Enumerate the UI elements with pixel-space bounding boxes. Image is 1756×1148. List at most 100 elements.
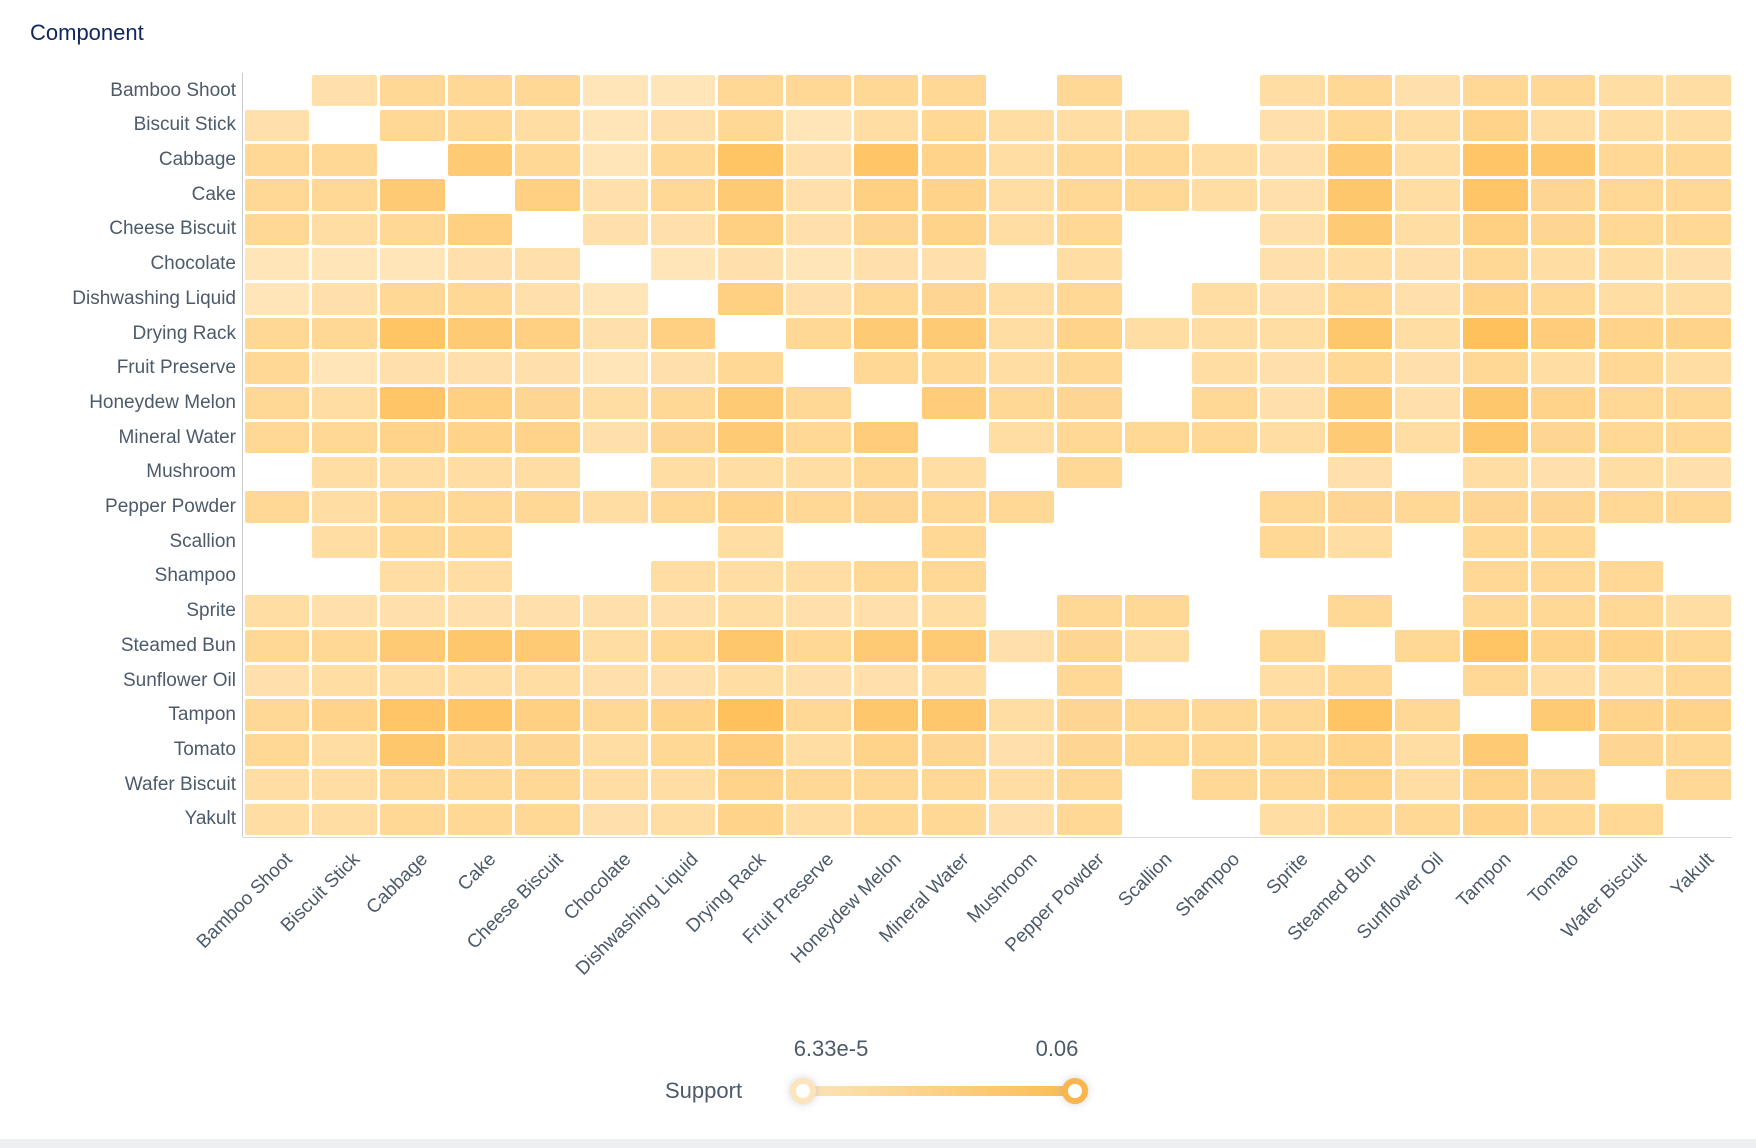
heatmap-cell[interactable] [1124,421,1190,454]
heatmap-cell[interactable] [244,768,310,801]
heatmap-cell[interactable] [1598,283,1664,315]
heatmap-cell[interactable] [515,109,580,142]
heatmap-cell[interactable] [1598,491,1664,523]
heatmap-cell[interactable] [921,803,987,836]
heatmap-cell[interactable] [1598,352,1664,385]
heatmap-cell[interactable] [1463,491,1528,523]
heatmap-cell[interactable] [718,109,784,142]
heatmap-cell[interactable] [786,387,851,419]
heatmap-cell[interactable] [786,144,851,176]
heatmap-cell[interactable] [1260,178,1325,211]
heatmap-cell[interactable] [718,595,784,627]
heatmap-cell[interactable] [718,283,784,315]
heatmap-cell[interactable] [1598,734,1664,766]
heatmap-cell[interactable] [1530,109,1596,142]
heatmap-cell[interactable] [1124,734,1190,766]
heatmap-cell[interactable] [1327,213,1393,246]
heatmap-cell[interactable] [447,213,513,246]
heatmap-cell[interactable] [650,456,716,489]
heatmap-cell[interactable] [1327,387,1393,419]
heatmap-cell[interactable] [1260,768,1325,801]
heatmap-cell[interactable] [650,74,716,107]
heatmap-cell[interactable] [1192,421,1257,454]
heatmap-cell[interactable] [1530,248,1596,280]
heatmap-cell[interactable] [312,664,377,697]
heatmap-cell[interactable] [1327,595,1393,627]
heatmap-cell[interactable] [1666,768,1731,801]
heatmap-cell[interactable] [1666,352,1731,385]
heatmap-cell[interactable] [650,699,716,732]
heatmap-cell[interactable] [650,248,716,280]
heatmap-cell[interactable] [1327,144,1393,176]
heatmap-cell[interactable] [921,317,987,350]
heatmap-cell[interactable] [786,283,851,315]
heatmap-cell[interactable] [515,630,580,662]
heatmap-cell[interactable] [379,630,445,662]
heatmap-cell[interactable] [650,317,716,350]
heatmap-cell[interactable] [786,248,851,280]
heatmap-cell[interactable] [1260,144,1325,176]
heatmap-cell[interactable] [1260,213,1325,246]
heatmap-cell[interactable] [1530,317,1596,350]
heatmap-cell[interactable] [515,421,580,454]
heatmap-cell[interactable] [312,803,377,836]
heatmap-cell[interactable] [989,421,1054,454]
heatmap-cell[interactable] [1463,283,1528,315]
heatmap-cell[interactable] [1124,630,1190,662]
heatmap-cell[interactable] [1530,456,1596,489]
heatmap-cell[interactable] [921,144,987,176]
heatmap-cell[interactable] [921,630,987,662]
heatmap-cell[interactable] [1056,595,1122,627]
heatmap-cell[interactable] [1056,109,1122,142]
heatmap-cell[interactable] [989,630,1054,662]
heatmap-cell[interactable] [650,178,716,211]
heatmap-cell[interactable] [650,352,716,385]
heatmap-cell[interactable] [1463,525,1528,558]
heatmap-cell[interactable] [515,734,580,766]
heatmap-cell[interactable] [379,352,445,385]
heatmap-cell[interactable] [1666,144,1731,176]
heatmap-cell[interactable] [312,387,377,419]
heatmap-cell[interactable] [1327,283,1393,315]
heatmap-cell[interactable] [1666,491,1731,523]
heatmap-cell[interactable] [244,144,310,176]
heatmap-cell[interactable] [1192,699,1257,732]
heatmap-cell[interactable] [1598,803,1664,836]
heatmap-cell[interactable] [1463,178,1528,211]
heatmap-cell[interactable] [786,421,851,454]
heatmap-cell[interactable] [583,630,648,662]
heatmap-cell[interactable] [583,283,648,315]
heatmap-cell[interactable] [921,248,987,280]
heatmap-cell[interactable] [447,525,513,558]
heatmap-cell[interactable] [379,317,445,350]
heatmap-cell[interactable] [1463,803,1528,836]
heatmap-cell[interactable] [786,560,851,593]
heatmap-cell[interactable] [583,491,648,523]
heatmap-cell[interactable] [853,317,919,350]
heatmap-cell[interactable] [921,109,987,142]
heatmap-cell[interactable] [650,630,716,662]
heatmap-cell[interactable] [379,456,445,489]
heatmap-cell[interactable] [1192,283,1257,315]
heatmap-cell[interactable] [1327,768,1393,801]
heatmap-cell[interactable] [379,803,445,836]
heatmap-cell[interactable] [1395,387,1461,419]
heatmap-cell[interactable] [379,664,445,697]
heatmap-cell[interactable] [1530,525,1596,558]
heatmap-cell[interactable] [1056,178,1122,211]
heatmap-cell[interactable] [1260,283,1325,315]
heatmap-cell[interactable] [1056,213,1122,246]
heatmap-cell[interactable] [853,248,919,280]
heatmap-cell[interactable] [853,109,919,142]
heatmap-cell[interactable] [1056,456,1122,489]
heatmap-cell[interactable] [650,768,716,801]
heatmap-cell[interactable] [1395,248,1461,280]
heatmap-cell[interactable] [312,456,377,489]
heatmap-cell[interactable] [921,387,987,419]
heatmap-cell[interactable] [379,74,445,107]
heatmap-cell[interactable] [650,803,716,836]
heatmap-cell[interactable] [244,317,310,350]
heatmap-cell[interactable] [1260,734,1325,766]
heatmap-cell[interactable] [1056,421,1122,454]
heatmap-cell[interactable] [312,699,377,732]
